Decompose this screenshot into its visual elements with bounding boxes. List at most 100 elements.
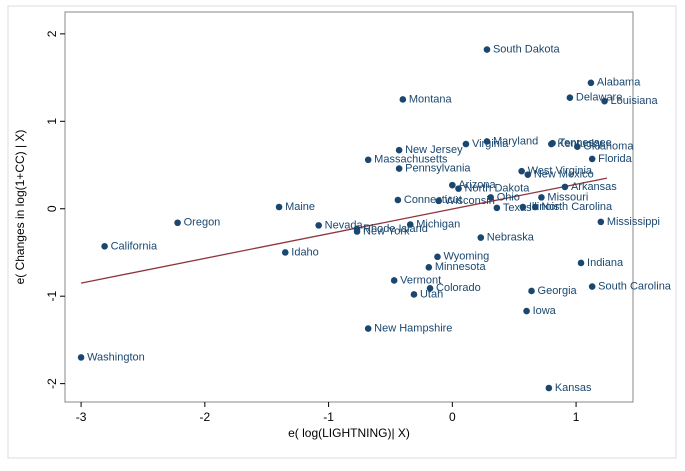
y-tick-label: -1 (45, 291, 59, 302)
point (531, 203, 539, 211)
point (483, 46, 491, 53)
point-label: Kansas (555, 382, 592, 394)
y-tick-label: -2 (45, 378, 59, 389)
point (588, 283, 596, 290)
point-label: Montana (409, 93, 453, 105)
point-label: Colorado (436, 282, 481, 294)
point-label: Delaware (576, 92, 622, 104)
point (425, 264, 433, 271)
point-label: Alabama (597, 77, 641, 89)
point-label: Virginia (472, 138, 509, 150)
point-label: Georgia (538, 285, 578, 297)
point (406, 221, 414, 228)
point (399, 96, 407, 103)
point (77, 354, 85, 361)
y-axis-label: e( Changes in log(1+CC) | X) (13, 130, 27, 285)
point-label: Utah (420, 288, 443, 300)
point (455, 185, 462, 192)
point (518, 167, 525, 175)
point-label: Missouri (547, 191, 588, 203)
outer-frame (7, 5, 677, 459)
point-label: Iowa (533, 305, 557, 317)
fit-line (80, 177, 608, 284)
point-label: Michigan (416, 218, 460, 230)
point-label: Wisconsin (445, 195, 495, 207)
point-label: Mississippi (607, 216, 660, 228)
point (395, 165, 403, 172)
x-tick-label: 0 (449, 410, 456, 424)
point-label: Nebraska (487, 232, 535, 244)
point (426, 285, 434, 292)
point-label: California (111, 240, 158, 252)
point (519, 203, 527, 211)
point-label: West Virginia (528, 165, 593, 177)
point (394, 196, 402, 204)
point-label: Minnesota (435, 261, 487, 273)
point-label: Maryland (493, 135, 538, 147)
point (395, 146, 403, 154)
y-tick-label: 2 (45, 30, 59, 37)
point (601, 97, 608, 105)
point (597, 218, 605, 226)
point (390, 277, 398, 284)
point-label: Washington (87, 351, 145, 363)
point-label: New Jersey (405, 144, 463, 156)
point (353, 228, 361, 235)
point-label: Indiana (587, 257, 624, 269)
point-label: Kentucky (557, 138, 603, 150)
point-label: North Dakota (465, 183, 531, 195)
x-tick-label: -2 (199, 410, 210, 424)
point-label: Nevada (325, 219, 364, 231)
point (524, 171, 532, 178)
point (587, 79, 595, 87)
point (561, 183, 569, 191)
x-tick-label: -3 (76, 410, 87, 424)
point-label: South Carolina (598, 280, 672, 292)
point-label: New York (363, 225, 410, 237)
point (315, 222, 322, 229)
point-label: Connecticut (404, 194, 462, 206)
point-label: Florida (598, 153, 633, 165)
point (477, 234, 485, 241)
point (364, 156, 372, 164)
point-label: North Carolina (541, 201, 613, 213)
point (574, 143, 581, 150)
point-label: Louisiana (611, 95, 659, 107)
point-label: Pennsylvania (405, 162, 471, 174)
x-tick-label: 1 (573, 410, 580, 424)
x-tick-label: -1 (323, 410, 334, 424)
point (545, 384, 553, 392)
point (538, 194, 545, 201)
point-label: South Dakota (493, 44, 561, 56)
point-label: Maine (285, 201, 315, 213)
y-tick-label: 1 (45, 118, 59, 125)
point (462, 140, 470, 148)
point (281, 249, 289, 256)
point (101, 243, 108, 250)
point-label: Oregon (184, 217, 221, 229)
point (528, 287, 535, 295)
point (364, 325, 372, 332)
point (435, 197, 443, 205)
point (577, 259, 585, 267)
point (434, 253, 441, 261)
point (566, 94, 574, 101)
point (410, 291, 418, 298)
point-label: Arkansas (571, 181, 617, 193)
point (493, 204, 501, 212)
y-tick-label: 0 (45, 205, 59, 212)
point-label: New Mexico (534, 169, 594, 181)
point (275, 203, 283, 211)
point (449, 181, 456, 189)
point-label: Idaho (291, 246, 319, 258)
point (174, 219, 181, 227)
point-label: Arizona (458, 179, 496, 191)
point (483, 138, 491, 145)
point (588, 155, 596, 163)
point (523, 307, 530, 315)
point (548, 140, 555, 148)
point-label: Massachusetts (374, 154, 448, 166)
point-label: Tennessee (559, 137, 612, 149)
point-label: Wyoming (443, 251, 489, 263)
